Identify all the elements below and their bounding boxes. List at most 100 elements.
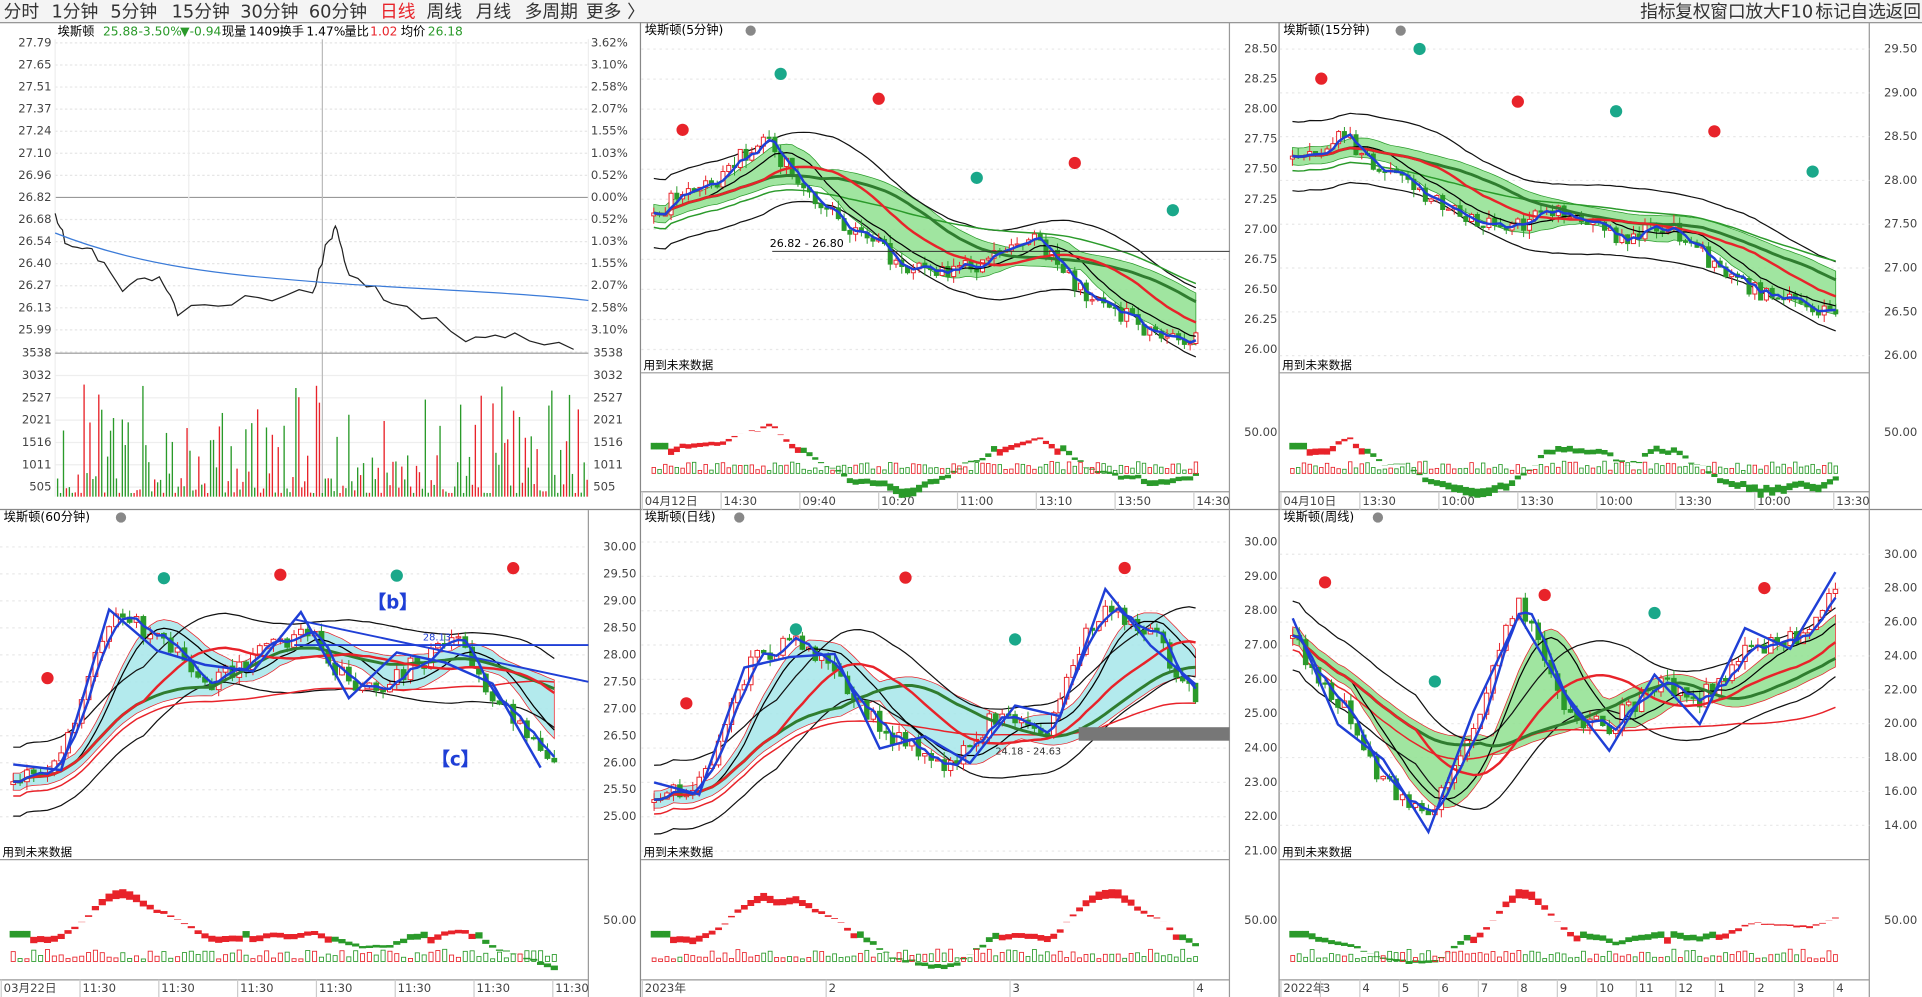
volume-bar	[1735, 462, 1740, 474]
tool-button[interactable]: 复权	[1675, 1, 1711, 22]
volume-bar	[1359, 463, 1364, 474]
volume-bar	[1434, 467, 1440, 474]
volume-bar	[1471, 952, 1476, 962]
price-tick: 27.24	[18, 124, 51, 138]
volume-bar	[1148, 948, 1153, 962]
volume-bar	[939, 468, 945, 474]
signal-icon	[1318, 576, 1332, 589]
volume-bar	[1406, 948, 1412, 962]
long-ma-line	[1292, 649, 1836, 760]
tool-button[interactable]: 窗口	[1710, 1, 1746, 22]
volume-bar	[1632, 956, 1638, 962]
volume-bar	[1122, 957, 1128, 962]
price-tick: 30.00	[603, 539, 636, 553]
candle-body	[496, 700, 503, 705]
sub-tick: 50.00	[1884, 913, 1917, 927]
volume-bar	[893, 462, 899, 474]
period-tab[interactable]: 更多 〉	[586, 1, 645, 22]
volume-tick: 2021	[593, 413, 623, 427]
volume-bar	[1648, 468, 1653, 474]
period-tab[interactable]: 60分钟	[309, 1, 367, 22]
tool-button[interactable]: 标记	[1815, 1, 1851, 22]
x-label: 04月10日	[1283, 494, 1336, 508]
x-label: 3	[1323, 981, 1330, 995]
signal-icon	[1648, 606, 1661, 620]
toolbar	[0, 0, 1922, 23]
volume-bar	[414, 952, 420, 962]
candle-body	[767, 652, 773, 660]
ma-line	[653, 607, 1197, 801]
volume-bar	[974, 462, 979, 474]
panel-menu[interactable]	[745, 25, 756, 36]
panel-menu[interactable]	[1395, 25, 1406, 36]
period-tab[interactable]: 5分钟	[110, 1, 157, 22]
tool-button[interactable]: 放大	[1745, 1, 1781, 22]
volume-bar	[1154, 952, 1160, 962]
volume-bar	[1504, 468, 1509, 474]
tool-button[interactable]: F10	[1780, 2, 1813, 22]
panel-menu[interactable]	[734, 512, 745, 523]
price-tick: 27.50	[1884, 217, 1917, 231]
volume-bar	[1464, 953, 1470, 962]
tool-button[interactable]: 指标	[1640, 1, 1676, 22]
period-tab[interactable]: 分时	[4, 1, 40, 22]
volume-bar	[806, 957, 812, 962]
volume-bar	[1115, 953, 1121, 962]
volume-bar	[1077, 957, 1082, 962]
volume-tick: 1516	[593, 435, 623, 449]
pct-tick: 1.55%	[591, 124, 628, 138]
zigzag-line	[653, 586, 1197, 796]
period-tab[interactable]: 月线	[476, 1, 512, 22]
x-label: 2	[1757, 981, 1764, 995]
period-tab[interactable]: 15分钟	[172, 1, 230, 22]
period-tab[interactable]: 日线	[380, 1, 416, 22]
price-tick: 29.50	[1884, 42, 1917, 56]
period-tab[interactable]: 30分钟	[240, 1, 298, 22]
period-tab[interactable]: 周线	[427, 1, 463, 22]
quote-field: 埃斯顿	[58, 24, 95, 38]
volume-bar	[455, 956, 461, 962]
quote-field: 1409	[249, 24, 280, 38]
volume-bar	[1159, 466, 1164, 474]
volume-bar	[1102, 953, 1108, 962]
volume-bar	[838, 957, 844, 962]
volume-bar	[928, 467, 933, 474]
tool-button[interactable]: 自选	[1850, 1, 1886, 22]
volume-bar	[1032, 468, 1037, 474]
x-label: 9	[1560, 981, 1567, 995]
volume-bar	[1538, 464, 1544, 474]
volume-bar	[1141, 462, 1147, 474]
volume-bar	[469, 950, 475, 962]
period-tab[interactable]: 1分钟	[51, 1, 98, 22]
quote-field: 1.02	[370, 24, 397, 38]
volume-bar	[1710, 955, 1716, 962]
signal-icon	[157, 572, 171, 585]
period-tab[interactable]: 多周期	[525, 1, 578, 22]
volume-tick: 3538	[22, 346, 52, 360]
price-tick: 22.00	[1244, 809, 1277, 823]
volume-bar	[154, 955, 160, 962]
volume-bar	[774, 957, 779, 962]
average-line	[54, 232, 589, 302]
volume-bar	[853, 464, 858, 474]
volume-bar	[1684, 950, 1690, 962]
volume-bar	[407, 958, 413, 962]
panel-menu[interactable]	[115, 512, 127, 523]
volume-bar	[1361, 957, 1367, 962]
volume-bar	[1619, 955, 1625, 962]
x-label: 10	[1599, 981, 1614, 995]
volume-bar	[1101, 463, 1106, 474]
zigzag-line	[1291, 571, 1837, 835]
volume-bar	[859, 463, 864, 474]
volume-bar	[1683, 465, 1688, 474]
volume-bar	[686, 462, 691, 474]
panel-menu[interactable]	[1372, 512, 1384, 523]
tool-button[interactable]: 返回	[1885, 1, 1921, 22]
sub-tick: 50.00	[1884, 425, 1917, 439]
signal-icon	[1118, 561, 1131, 575]
volume-bar	[787, 956, 792, 962]
candle-body	[1763, 287, 1769, 301]
price-tick: 21.00	[1244, 844, 1277, 858]
volume-bar	[1498, 464, 1503, 474]
volume-bar	[1602, 460, 1607, 474]
